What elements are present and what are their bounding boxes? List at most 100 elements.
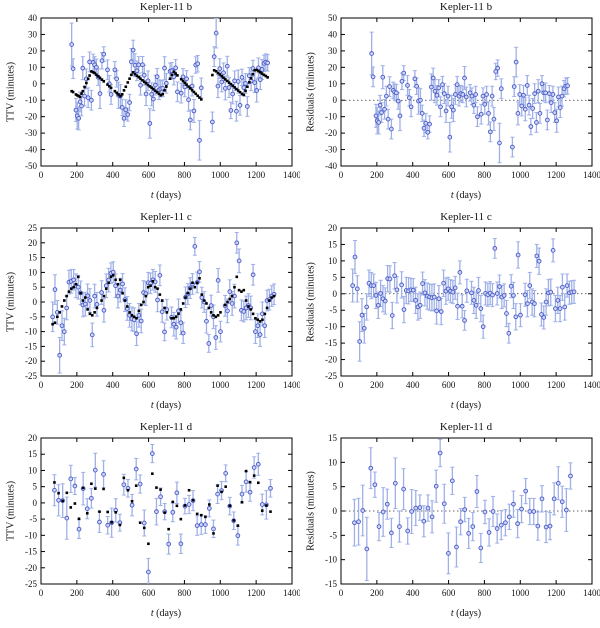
svg-text:-10: -10 [325,322,337,332]
svg-text:20: 20 [28,433,38,443]
svg-text:400: 400 [106,588,120,598]
svg-text:600: 600 [142,380,156,390]
svg-text:400: 400 [106,170,120,180]
svg-text:0: 0 [39,588,44,598]
svg-text:20: 20 [328,223,338,233]
svg-text:-5: -5 [30,312,38,322]
svg-text:0: 0 [339,588,344,598]
svg-text:1200: 1200 [547,588,566,598]
svg-text:400: 400 [106,380,120,390]
svg-text:25: 25 [28,223,38,233]
svg-text:0: 0 [333,506,338,516]
svg-text:10: 10 [328,457,338,467]
svg-text:1000: 1000 [211,170,230,180]
panel-title: Kepler-11 d [439,421,493,433]
panel-kepler-11-b-ttv: 0 200 400 600 800 1000 1200 1400 -50 -40 -30 -20 -10… [0,0,301,210]
panel-kepler-11-d-residuals: 0 200 400 600 800 1000 1200 1400 -15 -10 -5 0 5 10 15 … [300,420,600,628]
svg-text:20: 20 [28,46,38,56]
svg-text:400: 400 [406,170,420,180]
svg-text:0: 0 [39,170,44,180]
x-axis-variable: t [150,608,154,619]
svg-text:0: 0 [39,380,44,390]
svg-text:1200: 1200 [547,380,566,390]
svg-text:5: 5 [33,282,38,292]
svg-text:0: 0 [333,95,338,105]
plot-kepler-11-d-residuals: 0 200 400 600 800 1000 1200 1400 -15 -10 -5 0 5 10 15 [325,433,600,598]
svg-text:-10: -10 [325,555,337,565]
svg-text:5: 5 [333,482,338,492]
plot-kepler-11-b-residuals: 0 200 400 600 800 1000 1200 1400 -40 -30 -20 -10 0 10… [325,13,600,180]
svg-text:-10: -10 [25,95,37,105]
y-axis-label: TTV (minutes) [5,271,17,333]
y-axis-label: TTV (minutes) [5,61,17,123]
x-axis-units: (days) [153,608,182,619]
svg-text:800: 800 [478,170,492,180]
svg-text:800: 800 [478,380,492,390]
svg-text:0: 0 [333,289,338,299]
svg-text:200: 200 [70,170,84,180]
svg-text:1400: 1400 [583,170,600,180]
x-axis-label: t (days) [451,190,481,201]
svg-text:600: 600 [142,170,156,180]
svg-text:30: 30 [328,46,338,56]
svg-text:10: 10 [28,465,38,475]
x-axis-variable: t [450,190,454,201]
x-axis-label: t (days) [151,608,181,619]
svg-text:40: 40 [328,29,338,39]
svg-text:1000: 1000 [511,170,530,180]
panel-title: Kepler-11 d [139,421,193,433]
svg-text:-15: -15 [25,341,37,351]
svg-text:10: 10 [328,79,338,89]
svg-text:1400: 1400 [283,170,300,180]
svg-text:1000: 1000 [511,588,530,598]
svg-text:1000: 1000 [211,380,230,390]
plot-kepler-11-d-ttv: 0 200 400 600 800 1000 1200 1400 -25 -20 -15 -10 -5 0… [25,433,300,598]
plot-kepler-11-c-ttv: 0 200 400 600 800 1000 1200 1400 -25 -20 -15 -10 -5 0… [25,223,300,390]
panel-title: Kepler-11 b [139,1,193,13]
x-axis-variable: t [150,190,154,201]
svg-text:0: 0 [339,380,344,390]
svg-text:400: 400 [406,588,420,598]
svg-text:1400: 1400 [283,588,300,598]
svg-text:1200: 1200 [247,588,266,598]
svg-text:10: 10 [28,62,38,72]
svg-text:-40: -40 [325,161,337,171]
svg-text:15: 15 [28,449,38,459]
panel-title: Kepler-11 b [439,1,493,13]
x-axis-units: (days) [453,608,482,619]
x-axis-label: t (days) [451,400,481,411]
y-axis-label: Residuals (minutes) [305,262,317,342]
svg-text:0: 0 [33,79,38,89]
svg-text:-25: -25 [325,371,337,381]
svg-text:5: 5 [33,482,38,492]
svg-text:200: 200 [370,170,384,180]
svg-text:-25: -25 [25,579,37,589]
svg-text:800: 800 [178,380,192,390]
svg-text:1400: 1400 [283,380,300,390]
svg-text:1400: 1400 [583,380,600,390]
svg-text:600: 600 [442,380,456,390]
x-axis-variable: t [450,608,454,619]
svg-text:400: 400 [406,380,420,390]
svg-text:1000: 1000 [211,588,230,598]
x-axis-units: (days) [153,190,182,201]
svg-text:-10: -10 [325,112,337,122]
svg-text:-15: -15 [25,547,37,557]
svg-text:0: 0 [33,498,38,508]
panel-kepler-11-c-ttv: 0 200 400 600 800 1000 1200 1400 -25 -20 -15 -10 -5 0… [0,210,301,420]
svg-text:600: 600 [442,588,456,598]
svg-text:-15: -15 [325,338,337,348]
svg-text:-50: -50 [25,161,37,171]
svg-text:-5: -5 [30,514,38,524]
svg-text:10: 10 [28,267,38,277]
svg-text:20: 20 [28,238,38,248]
svg-text:1200: 1200 [247,380,266,390]
svg-text:200: 200 [70,588,84,598]
x-axis-label: t (days) [451,608,481,619]
x-axis-variable: t [450,400,454,411]
svg-text:-5: -5 [330,530,338,540]
svg-text:-10: -10 [25,327,37,337]
svg-text:1200: 1200 [247,170,266,180]
svg-text:-5: -5 [330,305,338,315]
